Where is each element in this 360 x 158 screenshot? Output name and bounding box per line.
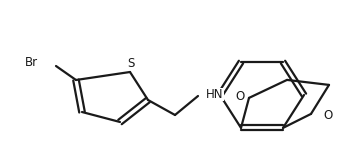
Text: Br: Br — [25, 55, 38, 69]
Text: HN: HN — [206, 88, 224, 100]
Text: S: S — [127, 57, 135, 70]
Text: O: O — [323, 109, 332, 122]
Text: O: O — [236, 90, 245, 103]
